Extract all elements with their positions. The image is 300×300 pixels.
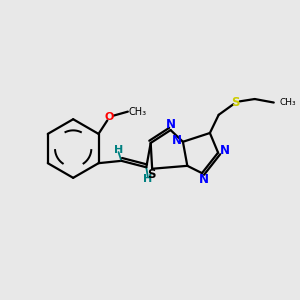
Text: S: S xyxy=(147,167,156,181)
Text: CH₃: CH₃ xyxy=(280,98,296,107)
Text: N: N xyxy=(220,144,230,157)
Text: N: N xyxy=(172,134,182,147)
Text: H: H xyxy=(143,174,152,184)
Text: N: N xyxy=(198,172,208,185)
Text: H: H xyxy=(114,145,123,155)
Text: N: N xyxy=(166,118,176,131)
Text: O: O xyxy=(105,112,114,122)
Text: CH₃: CH₃ xyxy=(129,106,147,117)
Text: S: S xyxy=(231,96,240,109)
